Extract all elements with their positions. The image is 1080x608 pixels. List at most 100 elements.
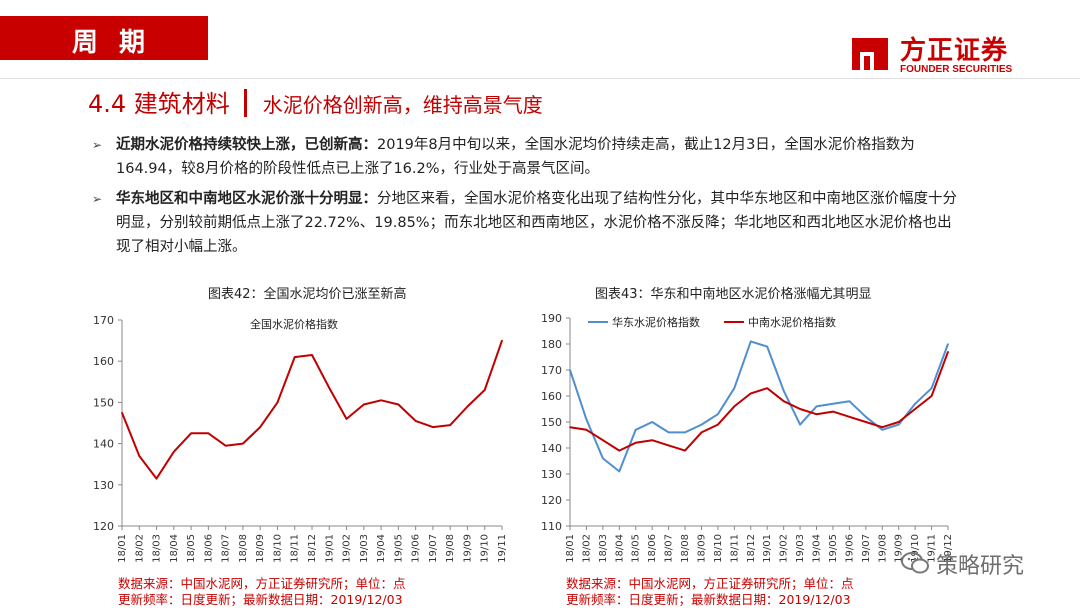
x-tick-label: 19/05 bbox=[393, 534, 404, 563]
data-point bbox=[585, 418, 588, 421]
data-point bbox=[848, 416, 851, 418]
data-point bbox=[207, 432, 210, 435]
data-point bbox=[733, 387, 736, 389]
data-point bbox=[897, 421, 900, 423]
data-point bbox=[782, 390, 785, 392]
founder-logo-icon bbox=[852, 38, 888, 70]
data-point bbox=[651, 421, 653, 423]
company-logo: 方正证券 FOUNDER SECURITIES bbox=[848, 30, 1048, 78]
x-tick-label: 19/06 bbox=[411, 534, 422, 563]
series-line bbox=[569, 340, 949, 473]
data-point bbox=[700, 423, 703, 426]
y-tick-label: 160 bbox=[541, 390, 562, 403]
data-point bbox=[276, 401, 279, 404]
y-tick-label: 190 bbox=[541, 312, 562, 325]
x-tick-label: 19/09 bbox=[894, 534, 905, 563]
x-tick-label: 18/06 bbox=[203, 534, 214, 563]
bullet-heading: 近期水泥价格持续较快上涨，已创新高： bbox=[116, 137, 377, 153]
section-title: 4.4 建筑材料 bbox=[88, 90, 230, 118]
data-point bbox=[414, 420, 417, 422]
y-tick-label: 130 bbox=[541, 468, 562, 481]
header-divider bbox=[0, 78, 1080, 79]
data-point bbox=[651, 439, 653, 441]
data-point bbox=[569, 369, 571, 371]
data-point bbox=[782, 400, 785, 402]
x-tick-label: 18/03 bbox=[598, 534, 609, 563]
data-point bbox=[700, 431, 703, 434]
x-tick-label: 18/07 bbox=[221, 534, 232, 563]
x-tick-label: 18/11 bbox=[290, 534, 301, 563]
data-point bbox=[121, 411, 123, 414]
x-tick-label: 19/10 bbox=[480, 534, 491, 563]
x-tick-label: 18/05 bbox=[631, 534, 642, 563]
data-point bbox=[881, 426, 884, 428]
x-tick-label: 19/07 bbox=[428, 534, 439, 563]
x-tick-label: 19/07 bbox=[861, 534, 872, 563]
data-point bbox=[914, 403, 916, 405]
y-tick-label: 120 bbox=[93, 520, 114, 533]
x-tick-label: 19/10 bbox=[910, 534, 921, 563]
source-line: 数据来源：中国水泥网，方正证券研究所；单位：点 bbox=[566, 576, 854, 591]
data-point bbox=[483, 389, 486, 391]
data-point bbox=[634, 442, 637, 444]
data-point bbox=[717, 423, 719, 426]
data-point bbox=[684, 449, 686, 452]
chart-national-cement-index: 120 130 140 150 160 170 18/01 18/02 18/03 18/04 18… bbox=[93, 314, 508, 563]
update-line: 更新频率：日度更新；最新数据日期：2019/12/03 bbox=[118, 592, 403, 607]
x-tick-label: 19/11 bbox=[927, 534, 938, 563]
data-point bbox=[602, 439, 604, 441]
update-line: 更新频率：日度更新；最新数据日期：2019/12/03 bbox=[566, 592, 851, 607]
data-point bbox=[667, 431, 670, 434]
x-tick-label: 18/12 bbox=[746, 534, 757, 563]
x-tick-label: 18/04 bbox=[169, 534, 180, 563]
data-point bbox=[432, 426, 434, 428]
x-tick-label: 19/05 bbox=[828, 534, 839, 563]
data-point bbox=[930, 395, 933, 397]
bullet-body: 2019年8月中旬以来，全国水泥均价持续走高，截止12月3日，全国水泥价格指数为… bbox=[116, 137, 915, 177]
data-point bbox=[881, 429, 884, 431]
source-note: 数据来源：中国水泥网，方正证券研究所；单位：点 更新频率：日度更新；最新数据日期… bbox=[566, 576, 854, 608]
wechat-icon bbox=[901, 552, 929, 574]
data-point bbox=[815, 413, 818, 415]
x-tick-label: 18/09 bbox=[696, 534, 707, 563]
data-point bbox=[138, 455, 141, 457]
bullet-arrow-icon: ➢ bbox=[92, 192, 103, 206]
bullet-body: 分地区来看，全国水泥价格变化出现了结构性分化，其中华东地区和中南地区涨价幅度十分… bbox=[116, 191, 957, 255]
data-point bbox=[930, 387, 933, 389]
data-point bbox=[832, 410, 834, 413]
bullet-item: ➢ 近期水泥价格持续较快上涨，已创新高：2019年8月中旬以来，全国水泥均价持续… bbox=[92, 133, 962, 181]
data-point bbox=[190, 432, 192, 435]
section-heading: 4.4 建筑材料 水泥价格创新高，维持高景气度 bbox=[88, 84, 543, 118]
data-point bbox=[717, 413, 719, 415]
data-point bbox=[259, 426, 261, 428]
legend-label: 中南水泥价格指数 bbox=[748, 315, 836, 329]
source-line: 数据来源：中国水泥网，方正证券研究所；单位：点 bbox=[118, 576, 406, 591]
bullet-arrow-icon: ➢ bbox=[92, 138, 103, 152]
series-line bbox=[121, 340, 503, 480]
y-tick-label: 140 bbox=[93, 438, 114, 451]
x-tick-label: 18/01 bbox=[565, 534, 576, 563]
watermark-text: 策略研究 bbox=[936, 554, 1025, 579]
x-tick-label: 18/08 bbox=[238, 534, 249, 563]
data-point bbox=[155, 477, 158, 480]
data-point bbox=[618, 470, 621, 473]
x-tick-label: 18/08 bbox=[680, 534, 691, 563]
source-note: 数据来源：中国水泥网，方正证券研究所；单位：点 更新频率：日度更新；最新数据日期… bbox=[118, 576, 406, 608]
x-tick-label: 18/11 bbox=[729, 534, 740, 563]
data-point bbox=[449, 424, 451, 426]
logo-text-en: FOUNDER SECURITIES bbox=[900, 64, 1013, 75]
x-tick-label: 19/09 bbox=[462, 534, 473, 563]
data-point bbox=[865, 416, 867, 418]
x-tick-label: 18/02 bbox=[134, 534, 145, 563]
chart-title: 图表42：全国水泥均价已涨至新高 bbox=[208, 287, 407, 302]
y-tick-label: 130 bbox=[93, 479, 114, 492]
data-point bbox=[749, 392, 752, 395]
data-point bbox=[397, 403, 400, 406]
data-point bbox=[667, 444, 670, 447]
x-tick-label: 18/05 bbox=[186, 534, 197, 563]
y-tick-label: 150 bbox=[541, 416, 562, 429]
y-tick-label: 150 bbox=[93, 396, 114, 409]
bullet-item: ➢ 华东地区和中南地区水泥价涨十分明显：分地区来看，全国水泥价格变化出现了结构性… bbox=[92, 187, 962, 259]
legend-label: 华东水泥价格指数 bbox=[612, 315, 700, 329]
y-tick-label: 110 bbox=[541, 520, 562, 533]
